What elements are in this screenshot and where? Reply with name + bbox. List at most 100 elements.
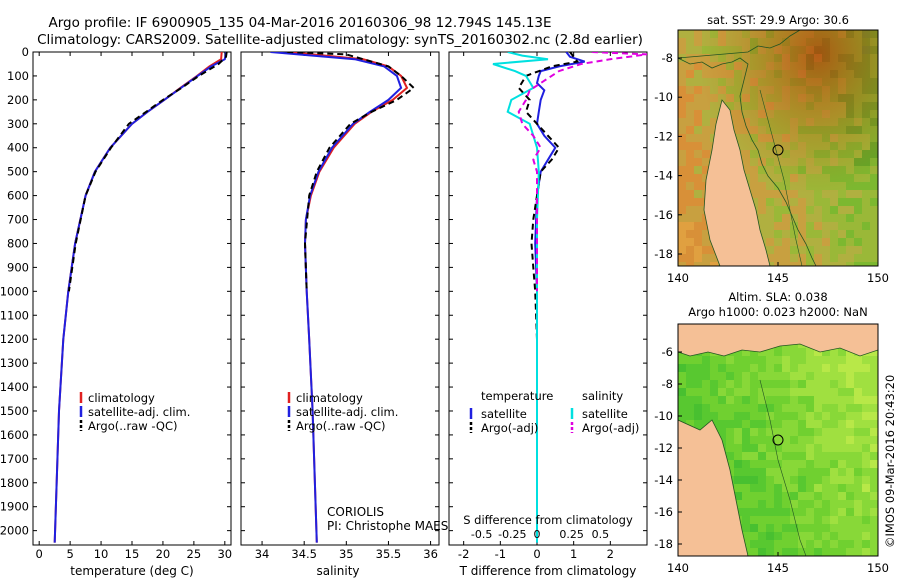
land-cape-york-2 [678, 419, 749, 556]
field-cell [774, 388, 782, 396]
field-cell [806, 444, 814, 452]
sst-map-axes: -8 -10 -12 -14 -16 -18 140 145 150 [654, 51, 889, 285]
difference-axes [448, 51, 648, 546]
field-cell [838, 516, 846, 524]
field-cell [790, 348, 798, 356]
depth-tick-label: 1900 [0, 500, 29, 514]
x-tick-label: 20 [156, 547, 171, 561]
field-cell [678, 388, 686, 396]
field-cell [806, 388, 814, 396]
field-cell [766, 500, 774, 508]
field-cell [710, 388, 718, 396]
legend-label: satellite-adj. clim. [88, 405, 190, 419]
depth-tick-label: 800 [7, 236, 29, 250]
field-cell [758, 476, 766, 484]
field-cell [830, 492, 838, 500]
field-cell [710, 380, 718, 388]
map-y-tick-label: -14 [654, 473, 673, 487]
field-cell [790, 356, 798, 364]
field-cell [846, 404, 854, 412]
field-cell [734, 420, 742, 428]
field-cell [758, 524, 766, 532]
field-cell [870, 428, 878, 436]
field-cell [758, 396, 766, 404]
field-cell [782, 484, 790, 492]
field-cell [742, 460, 750, 468]
field-cell [750, 396, 758, 404]
depth-tick-label: 2000 [0, 524, 29, 538]
field-cell [774, 476, 782, 484]
field-cell [862, 532, 870, 540]
field-cell [790, 508, 798, 516]
field-cell [798, 548, 806, 556]
field-cell [766, 460, 774, 468]
field-cell [750, 452, 758, 460]
series-line-temperature-satellite [534, 52, 586, 543]
field-cell [846, 460, 854, 468]
map-y-tick-label: -18 [654, 247, 673, 261]
field-cell [742, 412, 750, 420]
field-cell [846, 364, 854, 372]
field-cell [742, 364, 750, 372]
field-cell [734, 356, 742, 364]
field-cell [774, 380, 782, 388]
field-cell [790, 444, 798, 452]
field-cell [710, 364, 718, 372]
field-cell [838, 396, 846, 404]
field-cell [798, 404, 806, 412]
series-line-argo-raw-qc- [287, 52, 416, 292]
field-cell [678, 372, 686, 380]
field-cell [846, 476, 854, 484]
field-cell [742, 508, 750, 516]
field-cell [758, 412, 766, 420]
field-cell [854, 492, 862, 500]
salinity-x-axis: 34 34.5 35 35.5 36 [255, 52, 438, 561]
field-cell [774, 532, 782, 540]
map-x-tick-label: 150 [867, 271, 889, 285]
field-cell [870, 452, 878, 460]
field-cell [734, 380, 742, 388]
field-cell [798, 452, 806, 460]
field-cell [830, 404, 838, 412]
field-cell [774, 436, 782, 444]
field-cell [822, 460, 830, 468]
field-cell [870, 524, 878, 532]
field-cell [798, 516, 806, 524]
field-cell [870, 532, 878, 540]
field-cell [694, 380, 702, 388]
field-cell [782, 404, 790, 412]
field-cell [686, 420, 694, 428]
map-x-tick-label: 150 [867, 561, 889, 575]
field-cell [830, 380, 838, 388]
field-cell [822, 388, 830, 396]
field-cell [838, 532, 846, 540]
field-cell [750, 404, 758, 412]
field-cell [862, 484, 870, 492]
field-cell [702, 380, 710, 388]
field-cell [870, 460, 878, 468]
field-cell [806, 356, 814, 364]
field-cell [726, 444, 734, 452]
field-cell [750, 372, 758, 380]
field-cell [830, 500, 838, 508]
depth-tick-label: 1700 [0, 452, 29, 466]
field-cell [758, 468, 766, 476]
field-cell [790, 396, 798, 404]
field-cell [806, 428, 814, 436]
field-cell [798, 420, 806, 428]
field-cell [750, 548, 758, 556]
imos-stamp: ©IMOS 09-Mar-2016 20:43:20 [883, 375, 897, 548]
field-cell [750, 516, 758, 524]
field-cell [734, 500, 742, 508]
field-cell [790, 420, 798, 428]
field-cell [822, 364, 830, 372]
sla-map-axes: -6 -8 -10 -12 -14 -16 -18 140 145 150 [654, 345, 889, 575]
field-cell [702, 404, 710, 412]
map-y-tick-label: -10 [654, 90, 673, 104]
field-cell [862, 380, 870, 388]
field-cell [862, 396, 870, 404]
legend-label: Argo(-adj) [481, 421, 538, 435]
field-cell [830, 540, 838, 548]
field-cell [806, 484, 814, 492]
field-cell [750, 500, 758, 508]
